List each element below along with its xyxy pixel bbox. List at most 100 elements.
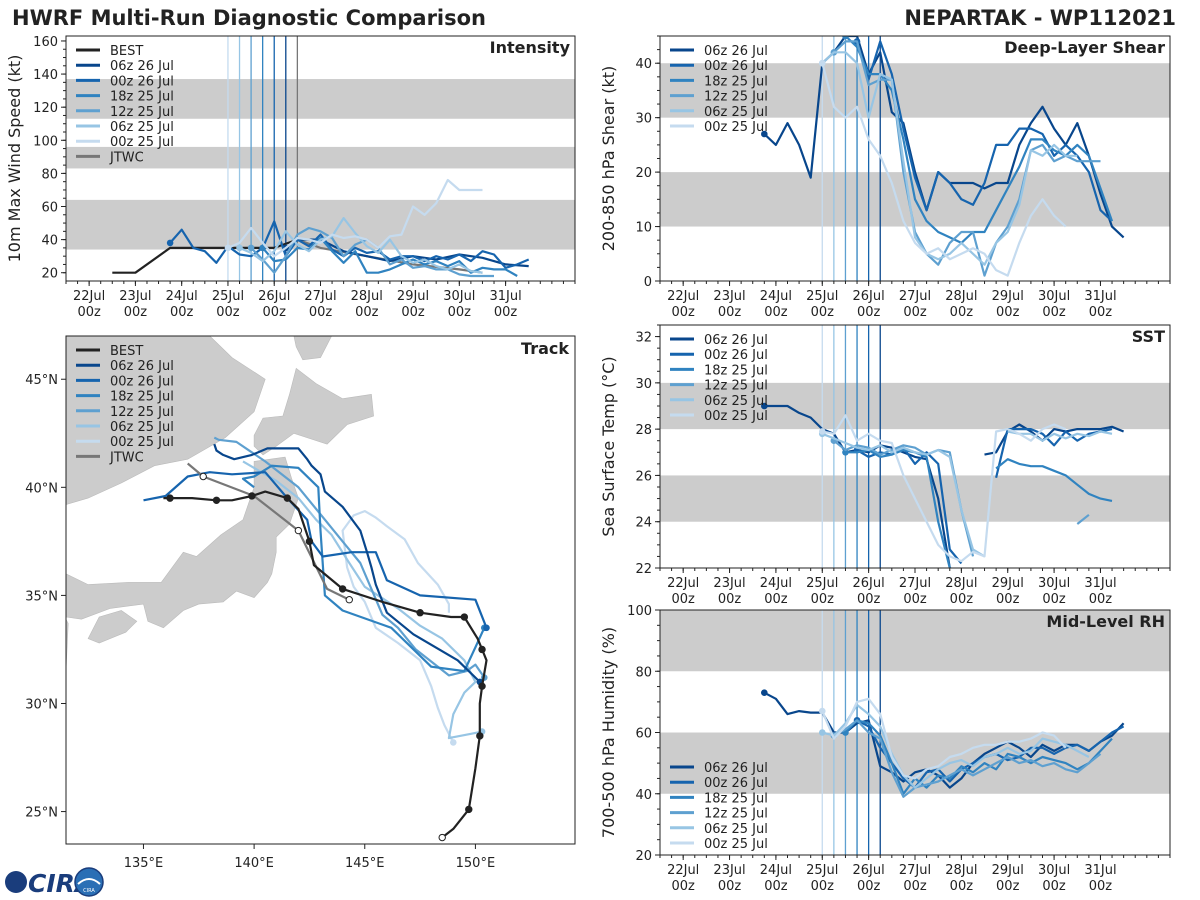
track-xtick-label: 135°E	[124, 856, 164, 871]
sst-ytick-label: 28	[635, 423, 652, 438]
shear-xtick-sublabel: 00z	[811, 305, 835, 320]
sst-xtick-label: 27Jul	[899, 576, 931, 591]
rh-xtick-label: 29Jul	[992, 863, 1024, 878]
shear-init-point-18z-25-jul	[842, 36, 849, 40]
shear-legend-label: 12z 25 Jul	[704, 90, 768, 105]
rh-xtick-label: 28Jul	[945, 863, 977, 878]
track-00z-25-jul	[341, 510, 455, 743]
storm-name: NEPARTAK - WP112021	[904, 6, 1176, 30]
sst-legend-label: 18z 25 Jul	[704, 363, 768, 378]
intensity-xtick-sublabel: 00z	[263, 305, 287, 320]
track-legend-label: 12z 25 Jul	[110, 405, 174, 420]
rh-xtick-sublabel: 00z	[1089, 879, 1113, 894]
intensity-legend-label: JTWC	[109, 150, 144, 165]
sst-series-00z-26-jul-1	[995, 428, 1113, 478]
rh-band-0	[660, 732, 1170, 794]
rh-xtick-sublabel: 00z	[903, 879, 927, 894]
sst-xtick-sublabel: 00z	[671, 592, 695, 607]
sst-xtick-sublabel: 00z	[718, 592, 742, 607]
shear-ytick-label: 40	[635, 57, 652, 72]
rh-series-18z-25-jul	[844, 719, 1113, 795]
sst-series-06z-25-jul-1	[1007, 430, 1113, 442]
intensity-ylabel: 10m Max Wind Speed (kt)	[5, 55, 24, 263]
intensity-xtick-sublabel: 00z	[448, 305, 472, 320]
rh-series-06z-25-jul	[822, 703, 1090, 789]
intensity-xtick-sublabel: 00z	[401, 305, 425, 320]
sst-xtick-sublabel: 00z	[950, 592, 974, 607]
shear-series-00z-25-jul	[821, 62, 1067, 277]
rh-xtick-sublabel: 00z	[671, 879, 695, 894]
shear-series-00z-26-jul	[855, 40, 1113, 222]
sst-init-point-06z-26-jul	[761, 402, 768, 410]
shear-band-1	[660, 63, 1170, 118]
track-best-marker	[478, 645, 486, 654]
track-ytick-label: 40°N	[25, 481, 58, 496]
shear-xtick-label: 31Jul	[1084, 289, 1116, 304]
rh-xtick-label: 24Jul	[760, 863, 792, 878]
shear-legend-label: 00z 26 Jul	[704, 59, 768, 74]
rh-ytick-label: 100	[627, 604, 652, 619]
sst-ytick-label: 24	[635, 516, 652, 531]
track-panel: 135°E 140°E 145°E 150°E 25°N 30°N 35°N 40°N 45°N…	[25, 335, 576, 871]
shear-xtick-label: 25Jul	[806, 289, 838, 304]
rh-xtick-label: 31Jul	[1084, 863, 1116, 878]
sst-ytick-label: 22	[635, 562, 652, 577]
sst-panel: 22242628303222Jul00z23Jul00z24Jul00z25Ju…	[599, 324, 1171, 607]
intensity-xtick-label: 26Jul	[258, 289, 290, 304]
sst-xtick-label: 24Jul	[760, 576, 792, 591]
intensity-legend-label: 12z 25 Jul	[110, 105, 174, 120]
rh-legend-label: 18z 25 Jul	[704, 791, 768, 806]
intensity-xtick-label: 23Jul	[119, 289, 151, 304]
shear-xtick-label: 30Jul	[1038, 289, 1070, 304]
shear-xtick-label: 24Jul	[760, 289, 792, 304]
rh-init-point-00z-25-jul	[818, 707, 826, 715]
track-ytick-label: 35°N	[25, 589, 58, 604]
track-18z-25-jul	[241, 464, 486, 673]
intensity-ytick-label: 60	[41, 201, 58, 216]
shear-xtick-label: 27Jul	[899, 289, 931, 304]
track-title: Track	[521, 339, 569, 358]
intensity-legend-label: 00z 25 Jul	[110, 135, 174, 150]
intensity-xtick-sublabel: 00z	[170, 305, 194, 320]
track-06z-25-jul	[242, 460, 483, 740]
sst-xtick-sublabel: 00z	[996, 592, 1020, 607]
track-00z-25-jul-start	[449, 739, 457, 746]
intensity-ytick-label: 80	[41, 167, 58, 182]
intensity-xtick-label: 24Jul	[166, 289, 198, 304]
sst-xtick-label: 31Jul	[1084, 576, 1116, 591]
track-best-marker	[212, 496, 221, 504]
intensity-xtick-sublabel: 00z	[355, 305, 379, 320]
shear-panel: 01020304022Jul00z23Jul00z24Jul00z25Jul00…	[599, 35, 1171, 320]
intensity-legend-label: 18z 25 Jul	[110, 90, 174, 105]
shear-ylabel: 200-850 hPa Shear (kt)	[599, 66, 618, 252]
intensity-xtick-sublabel: 00z	[77, 305, 101, 320]
intensity-xtick-label: 22Jul	[73, 289, 105, 304]
track-best-marker	[465, 805, 473, 814]
track-best-marker	[166, 494, 174, 502]
sst-series-18z-25-jul	[845, 448, 953, 568]
sst-xtick-label: 22Jul	[667, 576, 699, 591]
shear-xtick-label: 22Jul	[667, 289, 699, 304]
track-00z-26-jul-start	[483, 624, 490, 632]
track-jtwc-marker	[199, 472, 207, 481]
logo-wave-icon	[77, 878, 101, 885]
kyushu-land	[66, 619, 69, 672]
track-06z-26-jul	[213, 443, 481, 683]
sst-init-point-00z-25-jul	[818, 428, 826, 435]
intensity-ytick-label: 20	[41, 267, 58, 282]
rh-series-00z-25-jul	[821, 697, 1067, 780]
rh-ytick-label: 20	[635, 849, 652, 864]
sst-ytick-label: 32	[635, 331, 652, 346]
intensity-series-06z-25-jul	[239, 217, 483, 274]
track-legend-label: 00z 25 Jul	[110, 435, 174, 450]
intensity-series-best	[112, 238, 298, 274]
rh-xtick-sublabel: 00z	[996, 879, 1020, 894]
rh-xtick-label: 23Jul	[713, 863, 745, 878]
rh-init-point-06z-25-jul	[818, 729, 826, 736]
rh-xtick-sublabel: 00z	[950, 879, 974, 894]
intensity-title: Intensity	[490, 38, 571, 57]
shear-xtick-label: 23Jul	[713, 289, 745, 304]
intensity-band-0	[66, 199, 575, 250]
track-best-marker	[283, 494, 292, 502]
rh-legend-label: 06z 25 Jul	[704, 822, 768, 837]
